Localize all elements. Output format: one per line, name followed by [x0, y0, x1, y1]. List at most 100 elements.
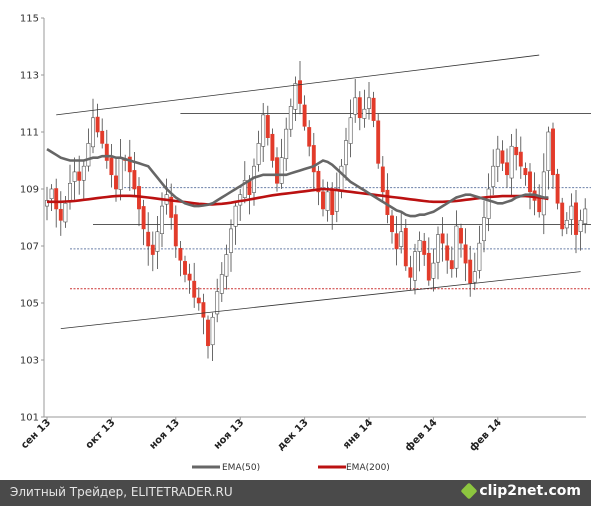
candle-body: [555, 173, 560, 204]
candle-body: [454, 225, 459, 269]
candle-body: [477, 242, 482, 271]
legend-ema50-label: EMA(50): [222, 463, 260, 473]
y-tick-label: 107: [20, 242, 39, 253]
y-tick-label: 101: [20, 413, 39, 424]
candle-body: [219, 274, 224, 294]
candle-body: [49, 188, 54, 199]
candle-body: [54, 188, 59, 210]
candle-body: [463, 244, 468, 264]
candle-body: [509, 145, 514, 179]
candle-body: [472, 271, 477, 283]
x-axis-labels: сен 13 окт 13 ноя 13 ноя 13 дек 13 янв 14 фев …: [19, 417, 504, 454]
candle-body: [330, 188, 335, 215]
y-tick-label: 103: [20, 356, 39, 367]
candle-body: [583, 208, 588, 224]
candle-body: [45, 200, 49, 207]
y-tick-label: 111: [20, 128, 39, 139]
candle-body: [261, 114, 266, 147]
candle-body: [206, 319, 210, 347]
candles: [45, 61, 588, 362]
candle-body: [445, 245, 450, 261]
candle-body: [353, 97, 358, 115]
candle-body: [440, 233, 445, 244]
candle-body: [311, 145, 316, 173]
candle-body: [132, 170, 137, 190]
candle-body: [270, 133, 275, 161]
candle-body: [196, 297, 201, 304]
candle-body: [514, 146, 519, 156]
y-tick-label: 105: [20, 299, 39, 310]
candle-body: [233, 205, 238, 227]
legend-ema200-label: EMA(200): [346, 463, 390, 473]
candle-body: [546, 131, 551, 171]
candle-body: [491, 165, 496, 187]
x-tick-label: янв 14: [341, 417, 375, 451]
y-tick-label: 113: [20, 71, 39, 82]
candle-body: [201, 302, 206, 318]
candle-body: [146, 231, 151, 247]
candle-body: [436, 234, 440, 263]
candle-body: [229, 228, 233, 253]
candle-body: [348, 117, 353, 144]
candle-body: [169, 196, 174, 218]
clip2net-logo[interactable]: clip2net.com: [460, 482, 581, 500]
legend: EMA(50) EMA(200): [192, 463, 390, 473]
candle-body: [417, 240, 422, 252]
candle-body: [224, 254, 229, 277]
footer-credit: Элитный Трейдер, ELITETRADER.RU: [10, 485, 233, 499]
candle-body: [367, 97, 371, 109]
candle-body: [339, 165, 344, 192]
candle-body: [357, 97, 362, 119]
candle-body: [413, 251, 417, 281]
axes: [43, 18, 586, 418]
candle-body: [334, 188, 339, 212]
candle-body: [256, 143, 261, 165]
ema200-line: [47, 187, 549, 206]
candle-body: [63, 202, 68, 223]
trendline-lower-channel: [60, 271, 581, 330]
ema-lines: [46, 148, 549, 218]
candle-body: [399, 231, 404, 247]
candle-body: [160, 205, 164, 234]
candle-body: [187, 273, 192, 281]
candle-body: [298, 80, 302, 104]
candle-body: [371, 97, 376, 121]
x-tick-label: фев 14: [467, 417, 504, 454]
clip2net-icon: [460, 482, 478, 500]
candle-body: [141, 206, 146, 230]
candle-body: [376, 120, 381, 164]
candle-body: [91, 117, 95, 148]
candle-body: [265, 115, 270, 139]
candle-body: [302, 104, 307, 127]
candle-body: [58, 208, 63, 221]
candle-body: [560, 202, 565, 230]
candle-body: [118, 157, 123, 190]
candle-body: [523, 168, 528, 176]
candle-body: [459, 228, 463, 244]
candle-body: [495, 148, 500, 167]
candle-body: [426, 252, 431, 281]
candle-body: [500, 150, 505, 164]
candle-body: [541, 171, 546, 216]
candle-body: [279, 157, 284, 184]
candle-body: [86, 143, 91, 167]
candle-body: [275, 157, 279, 184]
candle-body: [95, 116, 100, 133]
candle-body: [127, 156, 132, 173]
x-tick-label: дек 13: [275, 417, 310, 452]
candle-body: [77, 171, 82, 181]
candle-body: [242, 180, 247, 198]
footer-bar: Элитный Трейдер, ELITETRADER.RU clip2net…: [0, 480, 591, 506]
candle-body: [578, 220, 583, 232]
candle-body: [109, 157, 114, 176]
candle-body: [173, 214, 178, 247]
candle-body: [574, 202, 578, 235]
candle-body: [178, 247, 183, 261]
candle-body: [284, 128, 289, 160]
candle-body: [518, 151, 523, 167]
candle-body: [486, 188, 491, 219]
candle-body: [81, 165, 86, 181]
candle-body: [293, 83, 298, 110]
candle-body: [288, 106, 293, 130]
y-tick-label: 109: [20, 185, 39, 196]
